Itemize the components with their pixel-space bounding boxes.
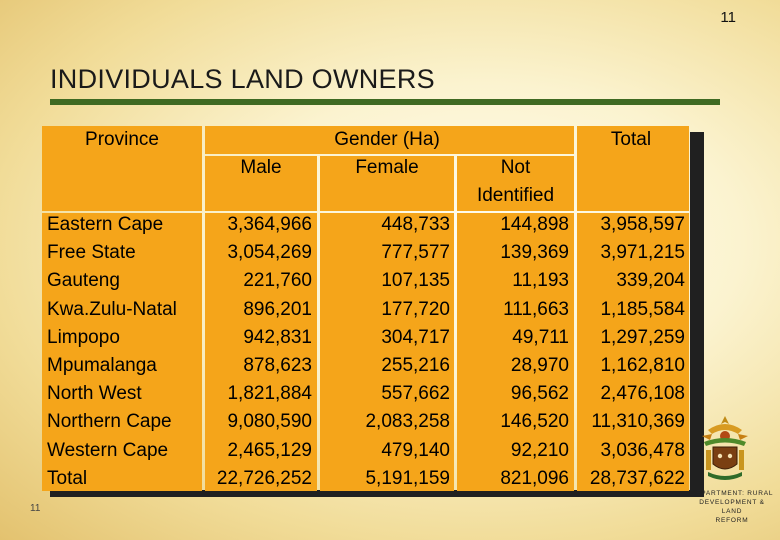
header-cell-not-identified xyxy=(457,156,574,211)
table-cell-total: 1,185,584 xyxy=(600,298,685,320)
header-male: Male xyxy=(240,157,282,178)
table-cell-total: 3,971,215 xyxy=(600,242,685,264)
table-cell-province: Limpopo xyxy=(47,326,120,348)
table-cell-not-identified: 11,193 xyxy=(512,270,569,292)
table-cell-male: 942,831 xyxy=(243,326,312,348)
table-cell-not-identified: 821,096 xyxy=(500,467,569,489)
table-shadow-right xyxy=(690,132,704,496)
table-cell-female: 479,140 xyxy=(381,439,450,461)
table-cell-province: Free State xyxy=(47,242,136,264)
body-cell-not-identified xyxy=(457,213,574,491)
table-cell-not-identified: 146,520 xyxy=(500,411,569,433)
male-column: 3,364,966 3,054,269 221,760 896,201 942,831 8… xyxy=(205,211,312,493)
table-cell-total: 1,162,810 xyxy=(600,355,685,377)
total-column: 3,958,597 3,971,215 339,204 1,185,584 1,297,… xyxy=(577,211,685,493)
table-cell-female: 177,720 xyxy=(381,298,450,320)
table-cell-province: Kwa.Zulu-Natal xyxy=(47,298,177,320)
table-cell-province: Eastern Cape xyxy=(47,214,164,235)
table-cell-female: 448,733 xyxy=(381,214,450,235)
header-cell-province xyxy=(42,126,202,211)
header-female: Female xyxy=(355,157,419,178)
table-cell-not-identified: 96,562 xyxy=(510,383,569,405)
body-cell-total xyxy=(577,213,689,491)
table-cell-male: 1,821,884 xyxy=(227,383,312,405)
table-cell-province: Gauteng xyxy=(47,270,120,292)
table-cell-female: 5,191,159 xyxy=(365,467,450,489)
table-cell-male: 3,364,966 xyxy=(227,214,312,235)
not-identified-column: 144,898 139,369 11,193 111,663 49,711 28,970 9… xyxy=(457,211,569,493)
table-cell-province: North West xyxy=(47,383,142,405)
table-cell-total: 28,737,622 xyxy=(589,467,685,489)
table-cell-not-identified: 28,970 xyxy=(510,355,569,377)
table-shadow-bottom xyxy=(50,490,704,497)
female-column: 448,733 777,577 107,135 177,720 304,717 255,2… xyxy=(320,211,450,493)
table-cell-male: 2,465,129 xyxy=(227,439,312,461)
table-cell-total: 3,036,478 xyxy=(600,439,685,461)
header-total: Total xyxy=(610,129,652,150)
table-cell-total: 11,310,369 xyxy=(591,411,685,433)
header-not-identified-line2: Identified xyxy=(476,185,555,206)
header-cell-gender xyxy=(205,126,574,154)
table-cell-province: Mpumalanga xyxy=(47,355,157,377)
header-not-identified-line1: Not xyxy=(500,157,531,178)
table-cell-male: 3,054,269 xyxy=(227,242,312,264)
header-province: Province xyxy=(85,129,159,150)
page-title: INDIVIDUALS LAND OWNERS xyxy=(50,64,435,94)
table-cell-not-identified: 92,210 xyxy=(510,439,569,461)
table-cell-not-identified: 49,711 xyxy=(512,326,569,348)
header-cell-total xyxy=(577,126,689,211)
table-cell-total: 2,476,108 xyxy=(600,383,685,405)
table-cell-male: 9,080,590 xyxy=(227,411,312,433)
table-cell-male: 878,623 xyxy=(243,355,312,377)
table-cell-province: Total xyxy=(47,467,88,489)
table-cell-female: 2,083,258 xyxy=(365,411,450,433)
table-cell-total: 1,297,259 xyxy=(600,326,685,348)
table-cell-female: 557,662 xyxy=(381,383,450,405)
body-cell-female xyxy=(320,213,454,491)
table-cell-male: 221,760 xyxy=(243,270,312,292)
department-line-1: DEPARTMENT: RURAL xyxy=(690,490,774,497)
table-cell-province: Northern Cape xyxy=(47,411,172,433)
table-cell-male: 22,726,252 xyxy=(216,467,312,489)
table-cell-not-identified: 111,663 xyxy=(503,298,569,320)
table-cell-male: 896,201 xyxy=(243,298,312,320)
footer-page-number: 11 xyxy=(30,503,41,514)
department-line-3: REFORM xyxy=(715,517,749,524)
table-cell-female: 777,577 xyxy=(381,242,450,264)
province-column: Eastern Cape Free State Gauteng Kwa.Zulu-Na… xyxy=(47,211,177,493)
table-cell-not-identified: 139,369 xyxy=(500,242,569,264)
table-cell-not-identified: 144,898 xyxy=(500,214,569,235)
header-cell-female xyxy=(320,156,454,211)
table-cell-female: 107,135 xyxy=(381,270,450,292)
body-cell-male xyxy=(205,213,317,491)
department-name: DEPARTMENT: RURAL DEVELOPMENT & LAND REF… xyxy=(690,489,774,525)
table-cell-female: 304,717 xyxy=(381,326,450,348)
table-cell-female: 255,216 xyxy=(381,355,450,377)
body-cell-province xyxy=(42,213,202,491)
slide-number: 11 xyxy=(720,9,736,26)
table-cell-total: 3,958,597 xyxy=(600,214,685,235)
department-line-2: DEVELOPMENT & LAND xyxy=(699,499,765,515)
header-cell-male xyxy=(205,156,317,211)
title-underline xyxy=(50,99,720,105)
header-gender-group: Gender (Ha) xyxy=(334,129,440,150)
table-cell-province: Western Cape xyxy=(47,439,169,461)
table-cell-total: 339,204 xyxy=(616,270,685,292)
coat-of-arms-icon xyxy=(702,416,748,480)
